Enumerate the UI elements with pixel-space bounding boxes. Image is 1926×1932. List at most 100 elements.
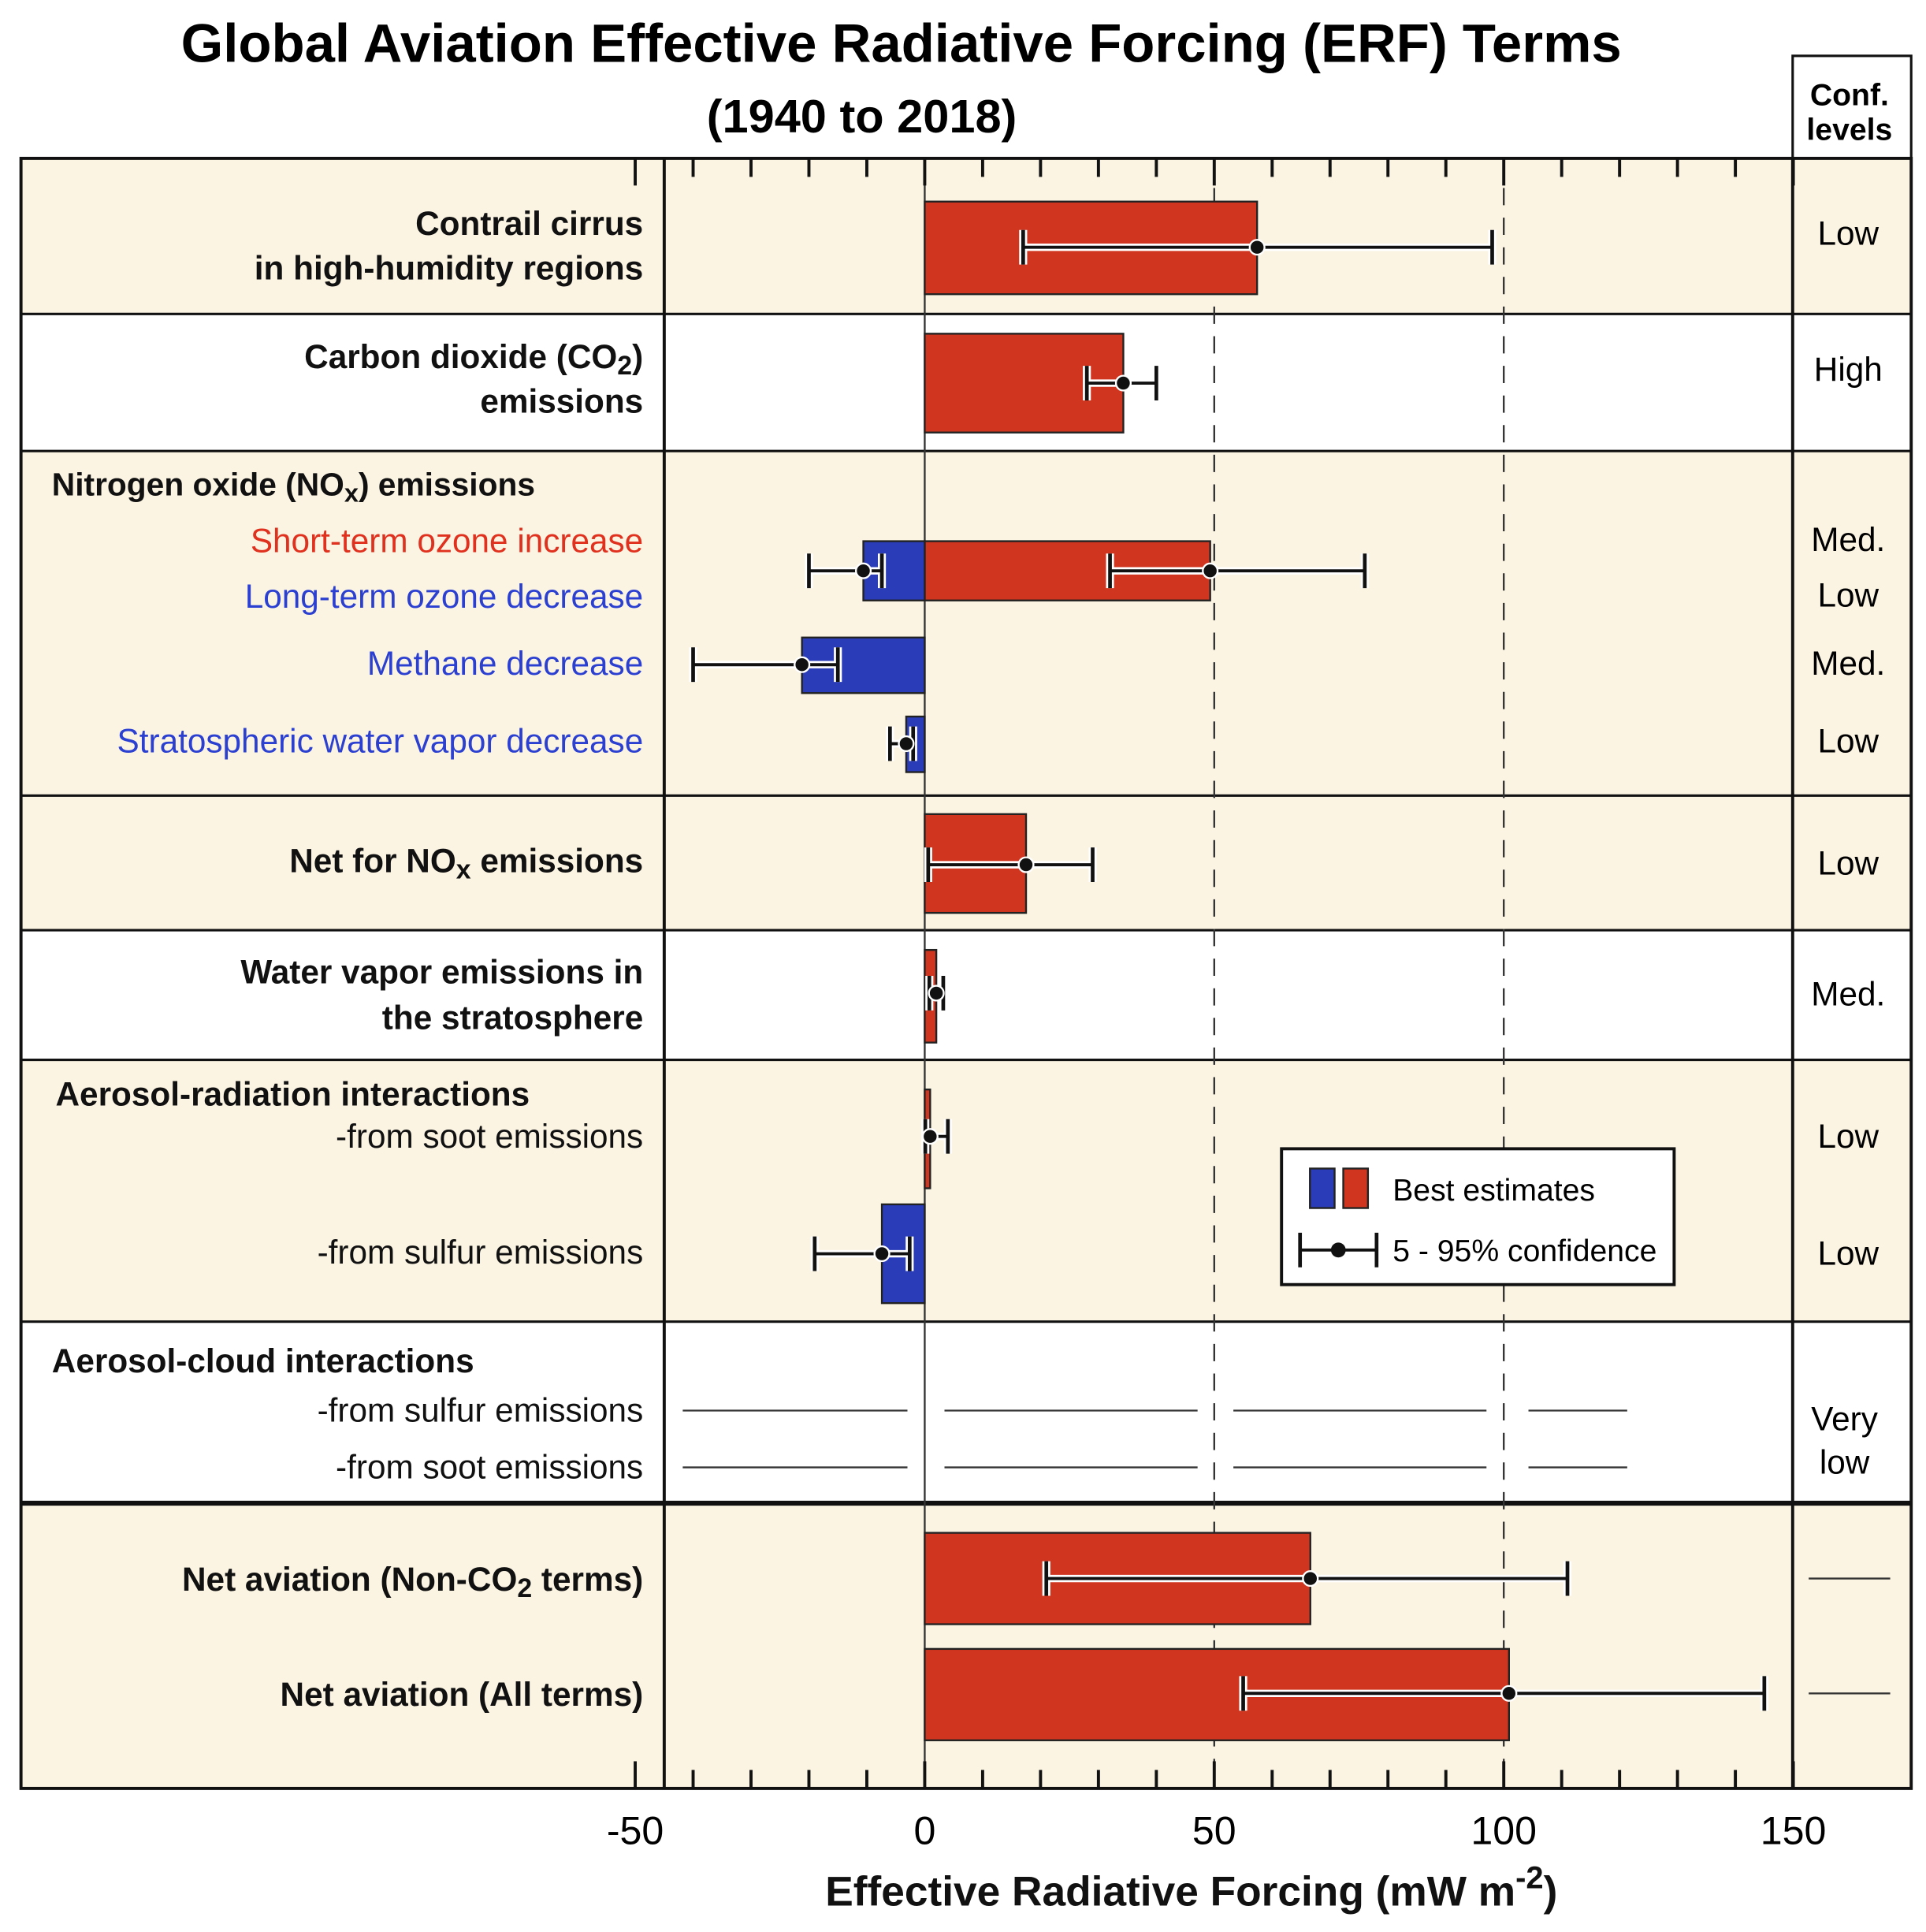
net-label: Net aviation (All terms) — [281, 1676, 644, 1713]
legend-swatch-negative — [1309, 1167, 1336, 1209]
superscript: -2 — [1515, 1861, 1544, 1896]
legend-ci-dot — [1330, 1242, 1346, 1258]
row-band — [20, 451, 1912, 796]
series-label: Short-term ozone increase — [251, 523, 643, 560]
text-span: Carbon dioxide (CO — [304, 338, 617, 375]
text-span: emissions — [471, 842, 644, 879]
group-label: emissions — [480, 383, 643, 420]
error-bar — [1083, 366, 1161, 400]
error-bar — [921, 1119, 952, 1154]
error-bar — [689, 647, 842, 683]
text-span: terms) — [532, 1561, 643, 1598]
group-label: Water vapor emissions in — [240, 953, 643, 990]
text-span: emissions — [480, 383, 643, 420]
series-label: Stratospheric water vapor decrease — [117, 722, 644, 759]
group-label: Aerosol-cloud interactions — [52, 1342, 474, 1379]
group-label: the stratosphere — [382, 999, 643, 1036]
group-label: Carbon dioxide (CO2) — [304, 338, 643, 381]
legend: Best estimates 5 - 95% confidence — [1280, 1147, 1676, 1286]
series-label: -from soot emissions — [336, 1118, 643, 1155]
x-tick-label: -50 — [607, 1808, 664, 1852]
conf-level: Low — [1818, 845, 1880, 882]
conf-header-text: levels — [1806, 113, 1892, 147]
best-estimate-dot — [794, 656, 811, 673]
error-bar — [1239, 1676, 1768, 1711]
text-span: Aerosol-cloud interactions — [52, 1342, 474, 1379]
subscript: x — [344, 479, 359, 508]
conf-level: Med. — [1811, 976, 1885, 1013]
subscript: 2 — [617, 352, 632, 382]
text-span: Aerosol-radiation interactions — [56, 1076, 530, 1113]
series-label: -from sulfur emissions — [318, 1234, 644, 1271]
error-bar — [810, 1236, 914, 1271]
row-band — [20, 930, 1912, 1060]
text-span: Water vapor emissions in — [240, 953, 643, 990]
legend-swatch-positive — [1342, 1167, 1370, 1209]
error-bar — [1106, 553, 1369, 589]
conf-header-text: Conf. — [1810, 79, 1889, 113]
series-label: -from soot emissions — [336, 1449, 643, 1486]
best-estimate-dot — [1248, 239, 1266, 256]
best-estimate-dot — [928, 985, 945, 1002]
text-span: ) emissions — [359, 467, 535, 503]
text-span: Net aviation (All terms) — [281, 1676, 644, 1713]
conf-level: Low — [1818, 1118, 1880, 1155]
error-bar — [1042, 1561, 1572, 1596]
legend-box — [1280, 1147, 1676, 1286]
legend-label-ci: 5 - 95% confidence — [1392, 1234, 1656, 1268]
text-span: Nitrogen oxide (NO — [52, 467, 344, 503]
error-bar — [925, 976, 948, 1011]
text-span: ) — [632, 338, 643, 375]
x-tick-label: 100 — [1471, 1808, 1537, 1852]
best-estimate-dot — [1500, 1684, 1518, 1702]
conf-level: High — [1814, 351, 1883, 388]
best-estimate-dot — [898, 735, 915, 753]
conf-level: Low — [1818, 215, 1880, 252]
x-tick-label: 0 — [913, 1808, 935, 1852]
group-label: Net for NOx emissions — [289, 842, 643, 884]
error-bar — [1019, 229, 1497, 265]
group-label: Aerosol-radiation interactions — [56, 1076, 530, 1113]
conf-header-box — [1791, 54, 1913, 160]
text-span: ) — [1544, 1869, 1558, 1915]
best-estimate-dot — [1202, 562, 1219, 579]
best-estimate-dot — [1114, 374, 1132, 392]
chart-frame — [19, 156, 1913, 1790]
subscript: x — [456, 855, 471, 885]
best-estimate-dot — [1302, 1569, 1319, 1588]
text-span: Contrail cirrus — [415, 205, 643, 242]
conf-level: Very — [1811, 1401, 1878, 1438]
subscript: 2 — [517, 1574, 532, 1604]
conf-level: Low — [1818, 1235, 1880, 1272]
legend-label-best: Best estimates — [1392, 1174, 1595, 1208]
conf-level: Low — [1818, 722, 1880, 759]
best-estimate-dot — [854, 562, 872, 579]
series-label: Methane decrease — [367, 645, 643, 682]
series-label: Long-term ozone decrease — [245, 578, 644, 615]
error-bar — [886, 726, 917, 761]
error-bar — [805, 553, 887, 589]
text-span: in high-humidity regions — [255, 249, 643, 286]
text-span: Net for NO — [289, 842, 456, 879]
best-estimate-dot — [1017, 856, 1035, 873]
row-band — [20, 1321, 1912, 1503]
text-span: Effective Radiative Forcing (mW m — [825, 1869, 1515, 1915]
best-estimate-dot — [873, 1245, 890, 1263]
group-label: Nitrogen oxide (NOx) emissions — [52, 467, 535, 508]
conf-level: Med. — [1811, 521, 1885, 558]
text-span: the stratosphere — [382, 999, 643, 1036]
conf-level: low — [1820, 1443, 1870, 1480]
x-tick-label: 150 — [1761, 1808, 1827, 1852]
x-axis-label: Effective Radiative Forcing (mW m-2) — [825, 1861, 1557, 1915]
series-label: -from sulfur emissions — [318, 1392, 644, 1429]
text-span: Net aviation (Non-CO — [182, 1561, 517, 1598]
chart-subtitle: (1940 to 2018) — [707, 90, 1017, 143]
group-label: Contrail cirrus — [415, 205, 643, 242]
net-label: Net aviation (Non-CO2 terms) — [182, 1561, 643, 1603]
group-label: in high-humidity regions — [255, 249, 643, 286]
best-estimate-dot — [921, 1128, 939, 1145]
conf-level: Med. — [1811, 645, 1885, 682]
error-bar — [924, 847, 1097, 882]
x-tick-label: 50 — [1192, 1808, 1236, 1852]
